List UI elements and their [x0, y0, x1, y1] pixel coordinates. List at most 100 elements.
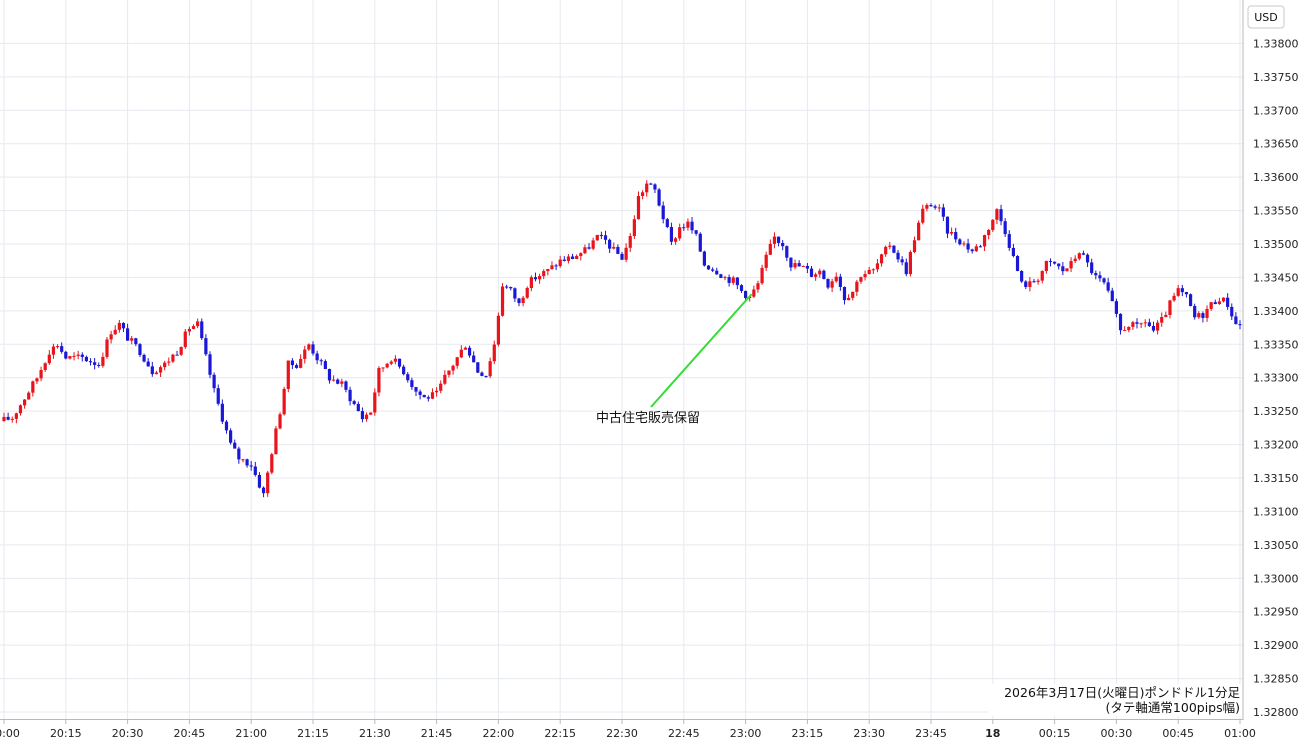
- y-tick-label: 1.32900: [1253, 639, 1299, 652]
- chart-caption-title: 2026年3月17日(火曜日)ポンドドル1分足: [1004, 685, 1240, 700]
- candle-up: [583, 247, 587, 254]
- candle-down: [245, 459, 249, 466]
- candle-down: [661, 205, 665, 220]
- x-tick-label: 20:15: [50, 727, 82, 740]
- candle-down: [397, 358, 402, 367]
- candle-up: [241, 459, 245, 461]
- candle-down: [1007, 234, 1011, 248]
- candle-up: [525, 287, 529, 298]
- candle-up: [179, 347, 183, 355]
- candle-up: [113, 329, 117, 335]
- x-tick-label: 21:00: [235, 727, 267, 740]
- candle-up: [855, 281, 859, 292]
- candle-down: [261, 487, 266, 494]
- candle-down: [1118, 313, 1123, 331]
- candle-down: [1193, 305, 1197, 318]
- x-tick-label: 20:45: [174, 727, 206, 740]
- candle-up: [1073, 258, 1077, 262]
- candle-up: [793, 263, 797, 268]
- y-tick-label: 1.33800: [1253, 37, 1299, 50]
- candle-down: [711, 269, 715, 271]
- candle-up: [130, 338, 134, 341]
- candle-up: [834, 276, 838, 282]
- candle-up: [27, 392, 31, 400]
- y-tick-label: 1.33750: [1253, 71, 1299, 84]
- candle-up: [974, 246, 978, 252]
- candle-up: [488, 361, 492, 377]
- candle-down: [1053, 261, 1057, 264]
- candle-up: [991, 219, 995, 230]
- candle-down: [1011, 247, 1015, 256]
- candle-down: [587, 247, 591, 249]
- y-tick-label: 1.33100: [1253, 505, 1299, 518]
- candle-down: [319, 360, 323, 362]
- candle-down: [665, 219, 669, 228]
- candle-up: [1139, 323, 1143, 325]
- candle-down: [739, 285, 744, 291]
- candle-up: [871, 269, 875, 271]
- candle-down: [1020, 270, 1024, 282]
- candle-up: [154, 372, 159, 375]
- candle-down: [904, 262, 908, 275]
- candle-up: [987, 229, 991, 236]
- candle-down: [212, 374, 216, 389]
- candle-up: [566, 256, 571, 261]
- candle-down: [892, 245, 896, 253]
- candle-up: [385, 363, 389, 368]
- candle-down: [476, 362, 480, 373]
- candle-up: [1176, 288, 1180, 296]
- y-tick-label: 1.33500: [1253, 238, 1299, 251]
- candle-down: [146, 361, 150, 367]
- caption-background: [988, 684, 1242, 716]
- candle-down: [229, 430, 233, 443]
- x-tick-label: 21:30: [359, 727, 391, 740]
- candle-down: [781, 242, 785, 247]
- candle-up: [2, 416, 6, 422]
- candle-up: [636, 195, 641, 220]
- y-tick-label: 1.33350: [1253, 338, 1299, 351]
- candle-up: [274, 428, 278, 455]
- candle-up: [641, 192, 645, 196]
- candle-up: [1168, 300, 1172, 315]
- candle-down: [344, 381, 348, 390]
- candle-up: [51, 346, 56, 355]
- candle-up: [542, 271, 546, 277]
- chart-caption-subtitle: (タテ軸通常100pips幅): [1106, 700, 1240, 715]
- candle-up: [550, 265, 554, 270]
- candle-up: [447, 370, 451, 375]
- candle-down: [702, 251, 706, 266]
- candle-down: [472, 355, 476, 363]
- y-tick-label: 1.33200: [1253, 439, 1299, 452]
- candle-up: [435, 390, 439, 393]
- candle-up: [389, 361, 393, 364]
- candle-up: [950, 232, 954, 234]
- x-tick-label: 21:15: [297, 727, 329, 740]
- candle-down: [533, 277, 538, 280]
- candle-down: [1147, 322, 1151, 327]
- candle-up: [332, 379, 336, 381]
- candle-up: [282, 388, 286, 415]
- candle-up: [867, 269, 871, 275]
- candle-down: [204, 338, 208, 355]
- candle-down: [1201, 313, 1205, 318]
- candle-down: [1057, 263, 1061, 267]
- y-tick-label: 1.33250: [1253, 405, 1299, 418]
- candle-up: [31, 381, 35, 393]
- candle-up: [43, 363, 47, 370]
- y-tick-label: 1.32950: [1253, 606, 1299, 619]
- candle-up: [35, 378, 39, 382]
- candle-up: [455, 357, 459, 366]
- candle-down: [954, 232, 958, 240]
- x-tick-label: 22:30: [606, 727, 638, 740]
- x-tick-label: 20:00: [0, 727, 20, 740]
- candle-up: [995, 209, 999, 220]
- candle-up: [830, 281, 834, 288]
- candle-up: [908, 252, 912, 275]
- candle-down: [1180, 288, 1184, 293]
- candle-up: [187, 328, 191, 332]
- candle-up: [595, 234, 599, 241]
- candle-up: [760, 267, 764, 284]
- candle-up: [529, 277, 533, 288]
- candle-down: [1234, 316, 1238, 325]
- y-tick-label: 1.33700: [1253, 104, 1299, 117]
